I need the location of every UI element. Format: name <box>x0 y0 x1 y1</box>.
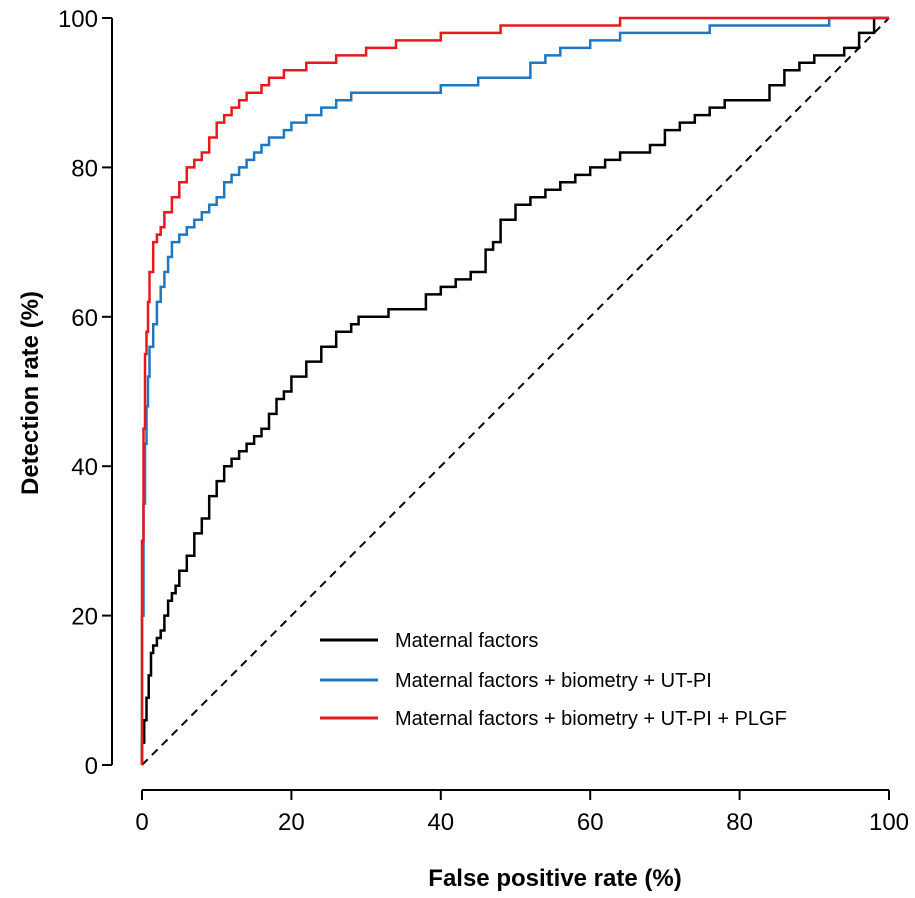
x-tick-label: 0 <box>135 809 148 836</box>
y-tick-label: 80 <box>71 155 98 182</box>
y-tick-label: 0 <box>85 753 98 780</box>
y-tick-label: 100 <box>58 6 98 33</box>
legend-label-3: Maternal factors + biometry + UT-PI + PL… <box>395 708 787 730</box>
x-tick-label: 40 <box>427 809 454 836</box>
y-tick-label: 40 <box>71 454 98 481</box>
x-tick-label: 100 <box>869 809 909 836</box>
series-line-3 <box>140 16 889 765</box>
axes: 0 20 40 60 80 100 0 20 40 60 80 100 <box>58 6 909 836</box>
series-line-1 <box>140 16 889 765</box>
legend-label-1: Maternal factors <box>395 630 538 652</box>
x-tick-label: 80 <box>726 809 753 836</box>
reference-diagonal <box>141 17 890 766</box>
legend: Maternal factors Maternal factors + biome… <box>320 630 787 730</box>
y-tick-label: 20 <box>71 604 98 631</box>
plot-area <box>140 16 890 766</box>
legend-label-2: Maternal factors + biometry + UT-PI <box>395 670 712 692</box>
x-tick-label: 60 <box>577 809 604 836</box>
y-axis-title: Detection rate (%) <box>17 291 44 495</box>
series-line-2 <box>140 16 889 765</box>
y-tick-label: 60 <box>71 305 98 332</box>
x-tick-label: 20 <box>278 809 305 836</box>
x-axis-title: False positive rate (%) <box>428 865 681 892</box>
